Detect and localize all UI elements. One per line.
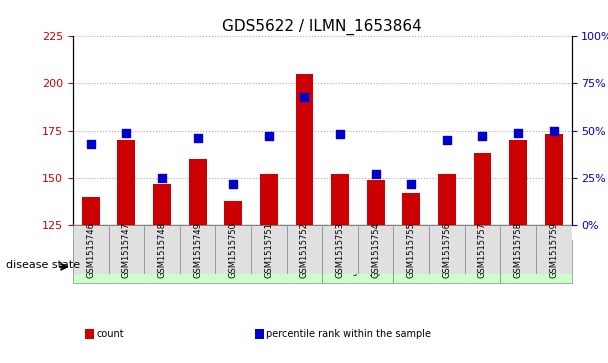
- Point: [86, 141, 95, 147]
- FancyBboxPatch shape: [536, 225, 572, 274]
- Bar: [331, 174, 349, 225]
- Point: [264, 134, 274, 139]
- Text: MDS refractory
cytopenia with
multilineage dysplasia: MDS refractory cytopenia with multilinea…: [314, 246, 401, 276]
- Point: [300, 94, 309, 99]
- FancyBboxPatch shape: [144, 225, 180, 274]
- FancyBboxPatch shape: [215, 225, 251, 274]
- FancyBboxPatch shape: [393, 225, 429, 274]
- Bar: [295, 74, 313, 225]
- Title: GDS5622 / ILMN_1653864: GDS5622 / ILMN_1653864: [223, 19, 422, 35]
- FancyBboxPatch shape: [322, 240, 393, 283]
- Text: GSM1515757: GSM1515757: [478, 221, 487, 278]
- Text: GSM1515751: GSM1515751: [264, 222, 274, 277]
- Bar: [224, 200, 242, 225]
- FancyBboxPatch shape: [358, 225, 393, 274]
- Bar: [402, 193, 420, 225]
- Text: GSM1515755: GSM1515755: [407, 222, 416, 277]
- Text: MDS refractory anemia
with excess blasts-1: MDS refractory anemia with excess blasts…: [402, 252, 491, 271]
- FancyBboxPatch shape: [251, 225, 286, 274]
- Text: control: control: [184, 257, 211, 266]
- Text: GSM1515749: GSM1515749: [193, 222, 202, 277]
- Bar: [438, 174, 456, 225]
- Point: [478, 134, 488, 139]
- FancyBboxPatch shape: [429, 225, 465, 274]
- Text: GSM1515758: GSM1515758: [514, 221, 523, 278]
- FancyBboxPatch shape: [73, 240, 322, 283]
- Point: [193, 135, 202, 141]
- Point: [371, 171, 381, 177]
- Bar: [153, 184, 171, 225]
- Bar: [509, 140, 527, 225]
- Text: GSM1515752: GSM1515752: [300, 222, 309, 277]
- Point: [442, 137, 452, 143]
- FancyBboxPatch shape: [286, 225, 322, 274]
- Bar: [474, 153, 491, 225]
- Point: [229, 181, 238, 187]
- Point: [406, 181, 416, 187]
- FancyBboxPatch shape: [393, 240, 500, 283]
- Bar: [188, 159, 207, 225]
- Text: MDS
refractory ane
mia with: MDS refractory ane mia with: [508, 246, 563, 276]
- Bar: [82, 197, 100, 225]
- Text: GSM1515746: GSM1515746: [86, 221, 95, 278]
- Bar: [545, 134, 562, 225]
- Text: GSM1515756: GSM1515756: [443, 221, 451, 278]
- FancyBboxPatch shape: [109, 225, 144, 274]
- FancyBboxPatch shape: [465, 225, 500, 274]
- Point: [157, 175, 167, 181]
- FancyBboxPatch shape: [180, 225, 215, 274]
- Text: GSM1515754: GSM1515754: [371, 222, 380, 277]
- Text: GSM1515750: GSM1515750: [229, 222, 238, 277]
- Text: disease state: disease state: [6, 260, 80, 270]
- Bar: [367, 180, 384, 225]
- Bar: [260, 174, 278, 225]
- Text: percentile rank within the sample: percentile rank within the sample: [266, 329, 431, 339]
- Point: [513, 130, 523, 135]
- FancyBboxPatch shape: [500, 240, 572, 283]
- FancyBboxPatch shape: [500, 225, 536, 274]
- Point: [122, 130, 131, 135]
- Point: [549, 128, 559, 134]
- Text: GSM1515748: GSM1515748: [157, 221, 167, 278]
- Text: GSM1515753: GSM1515753: [336, 221, 345, 278]
- Text: count: count: [96, 329, 123, 339]
- Point: [335, 131, 345, 137]
- FancyBboxPatch shape: [322, 225, 358, 274]
- Text: GSM1515759: GSM1515759: [549, 222, 558, 277]
- FancyBboxPatch shape: [73, 225, 109, 274]
- Text: GSM1515747: GSM1515747: [122, 221, 131, 278]
- Bar: [117, 140, 135, 225]
